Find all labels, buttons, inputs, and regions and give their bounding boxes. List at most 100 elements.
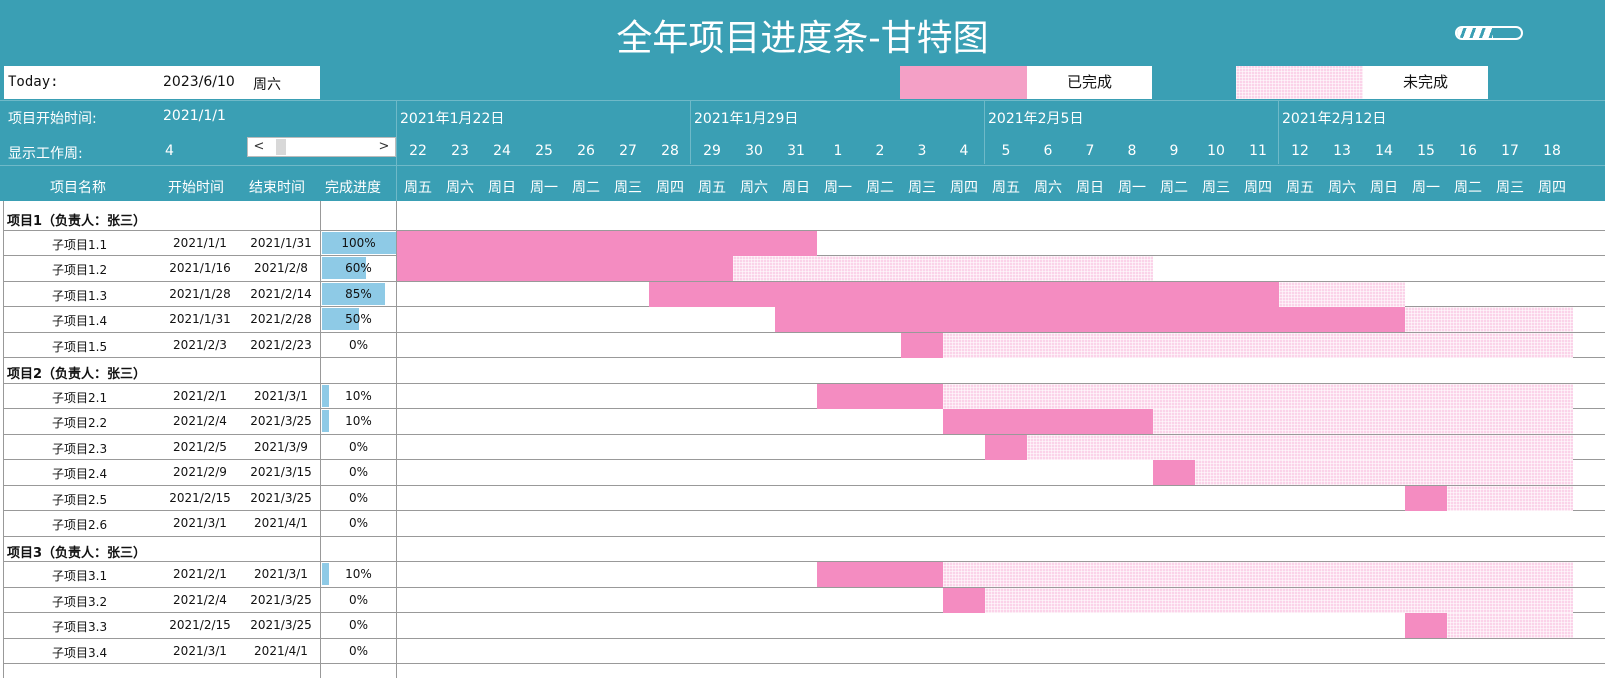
task-end: 2021/3/15 [250,465,312,479]
task-name[interactable]: 子项目1.1 [52,238,108,252]
scroll-left-arrow[interactable]: < [253,139,265,154]
gantt-bar-done [1153,460,1195,485]
day-number: 9 [1169,143,1179,159]
row-divider [3,510,1605,511]
day-number: 18 [1543,143,1561,159]
header-rule-2 [0,165,1605,166]
progress-text: 0% [348,593,369,607]
task-start: 2021/2/1 [173,567,227,581]
day-number: 3 [917,143,927,159]
group-title: 项目3（负责人：张三） [7,546,147,561]
task-name[interactable]: 子项目3.4 [52,646,108,660]
week-divider-3 [1278,100,1279,164]
task-name[interactable]: 子项目3.2 [52,595,108,609]
gantt-bar-done [943,409,1153,434]
weekday-label: 周日 [488,180,516,196]
row-divider [3,587,1605,588]
today-date: 2023/6/10 [163,74,235,90]
progress-fill [322,563,329,585]
progress-fill [322,232,396,254]
weekday-label: 周日 [1076,180,1104,196]
timeline-left [396,201,397,678]
gantt-bar-todo [1447,613,1573,638]
task-start: 2021/2/3 [173,338,227,352]
progress-fill [322,385,329,407]
gantt-bar-todo [1027,435,1573,460]
row-divider [3,332,1605,333]
task-end: 2021/3/9 [254,440,308,454]
group-title: 项目2（负责人：张三） [7,367,147,382]
task-name[interactable]: 子项目2.2 [52,416,108,430]
progress-text: 10% [345,567,372,581]
day-number: 30 [745,143,763,159]
progress-text: 100% [341,236,376,250]
row-divider [3,663,1605,664]
day-number: 1 [833,143,843,159]
task-start: 2021/2/15 [169,491,231,505]
weekday-label: 周四 [950,180,978,196]
task-name[interactable]: 子项目3.3 [52,620,108,634]
task-name[interactable]: 子项目2.6 [52,518,108,532]
progress-text: 0% [348,644,369,658]
day-number: 25 [535,143,553,159]
legend-todo-swatch [1236,66,1363,99]
start-value[interactable]: 2021/1/1 [163,108,226,124]
scroll-right-arrow[interactable]: > [378,139,390,154]
row-divider [3,485,1605,486]
task-start: 2021/1/31 [169,312,231,326]
row-divider [3,434,1605,435]
day-number: 12 [1291,143,1309,159]
weekday-label: 周四 [656,180,684,196]
task-start: 2021/3/1 [173,516,227,530]
progress-fill [322,283,385,305]
today-weekday: 周六 [253,77,281,93]
weekday-label: 周五 [698,180,726,196]
task-name[interactable]: 子项目1.3 [52,289,108,303]
task-name[interactable]: 子项目3.1 [52,569,108,583]
task-name[interactable]: 子项目2.3 [52,442,108,456]
weekday-label: 周一 [1118,180,1146,196]
task-start: 2021/2/15 [169,618,231,632]
day-number: 16 [1459,143,1477,159]
weekday-label: 周五 [404,180,432,196]
week-divider-1 [690,100,691,164]
row-divider [3,459,1605,460]
legend-todo-label: 未完成 [1363,66,1488,99]
week-value[interactable]: 4 [165,143,174,159]
day-number: 17 [1501,143,1519,159]
task-end: 2021/3/1 [254,567,308,581]
task-end: 2021/3/25 [250,593,312,607]
task-start: 2021/2/9 [173,465,227,479]
legend-done-label: 已完成 [1027,66,1152,99]
row-divider [3,612,1605,613]
task-name[interactable]: 子项目2.4 [52,467,108,481]
gantt-bar-done [397,256,733,281]
legend-done-swatch [900,66,1027,99]
task-name[interactable]: 子项目1.2 [52,263,108,277]
weekday-label: 周三 [614,180,642,196]
task-name[interactable]: 子项目2.1 [52,391,108,405]
gantt-bar-todo [943,562,1573,587]
weekday-label: 周一 [1412,180,1440,196]
day-number: 11 [1249,143,1267,159]
task-end: 2021/2/8 [254,261,308,275]
day-number: 26 [577,143,595,159]
progress-text: 0% [348,618,369,632]
week-scrollbar[interactable]: < > [247,137,396,157]
gantt-bar-todo [1447,486,1573,511]
gantt-bar-todo [985,588,1573,613]
gantt-bar-done [775,307,1405,332]
gantt-bar-todo [1405,307,1573,332]
gantt-bar-done [1405,486,1447,511]
task-name[interactable]: 子项目1.5 [52,340,108,354]
group-title: 项目1（负责人：张三） [7,214,147,229]
progress-text: 50% [345,312,372,326]
col-progress-header: 完成进度 [325,180,381,196]
gantt-bar-done [901,333,943,358]
row-divider [3,638,1605,639]
task-name[interactable]: 子项目2.5 [52,493,108,507]
task-name[interactable]: 子项目1.4 [52,314,108,328]
week-divider-2 [984,100,985,164]
task-start: 2021/1/16 [169,261,231,275]
scroll-thumb[interactable] [276,139,286,155]
